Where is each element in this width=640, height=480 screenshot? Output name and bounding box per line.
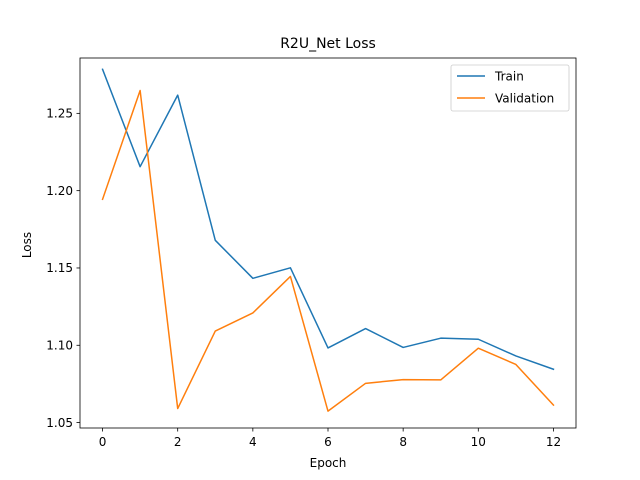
x-tick-label: 6 [324,435,332,449]
x-axis-label: Epoch [310,456,347,470]
x-axis: 0 2 4 6 8 10 12 [99,428,561,449]
y-axis-label: Loss [20,232,34,258]
legend-label-train: Train [494,69,524,83]
plot-area [79,57,577,429]
legend: Train Validation [450,64,570,112]
series-line-validation [101,89,555,412]
series-line-train [101,68,555,371]
x-tick-label: 0 [99,435,107,449]
y-tick-label: 1.10 [46,338,73,352]
x-tick-label: 8 [399,435,407,449]
y-tick-label: 1.05 [46,416,73,430]
x-tick-label: 12 [546,435,561,449]
y-tick-label: 1.25 [46,107,73,121]
x-tick-label: 2 [174,435,182,449]
y-tick-label: 1.15 [46,261,73,275]
y-axis: 1.05 1.10 1.15 1.20 1.25 [46,107,80,430]
axes-frame [79,57,577,429]
x-tick-label: 4 [249,435,257,449]
chart-title: R2U_Net Loss [280,36,376,52]
legend-label-validation: Validation [495,91,554,105]
x-tick-label: 10 [471,435,486,449]
y-tick-label: 1.20 [46,184,73,198]
